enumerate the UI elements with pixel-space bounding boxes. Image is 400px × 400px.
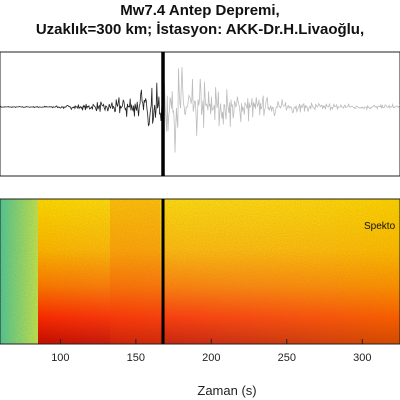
x-tick-label: 300 xyxy=(353,352,371,364)
spectrogram-noise xyxy=(0,199,400,344)
chart-title-line-1: Mw7.4 Antep Depremi, xyxy=(120,2,280,19)
x-tick-label: 250 xyxy=(278,352,296,364)
x-tick-label: 150 xyxy=(127,352,145,364)
waveform-pre-marker xyxy=(0,82,163,127)
spectrogram-panel xyxy=(0,199,400,344)
chart-title-line-2: Uzaklık=300 km; İstasyon: AKK-Dr.H.Livao… xyxy=(35,21,365,38)
waveform-post-marker xyxy=(162,67,400,153)
waveform-frame xyxy=(0,51,400,177)
x-tick-label: 200 xyxy=(202,352,220,364)
spectrogram-frame xyxy=(0,198,400,345)
x-axis: 100 150 200 250 300 xyxy=(51,339,371,364)
x-tick-label: 100 xyxy=(51,352,69,364)
x-axis-label: Zaman (s) xyxy=(197,383,256,398)
spectrogram-annotation: Spekto xyxy=(364,221,396,232)
waveform-panel xyxy=(0,51,400,177)
